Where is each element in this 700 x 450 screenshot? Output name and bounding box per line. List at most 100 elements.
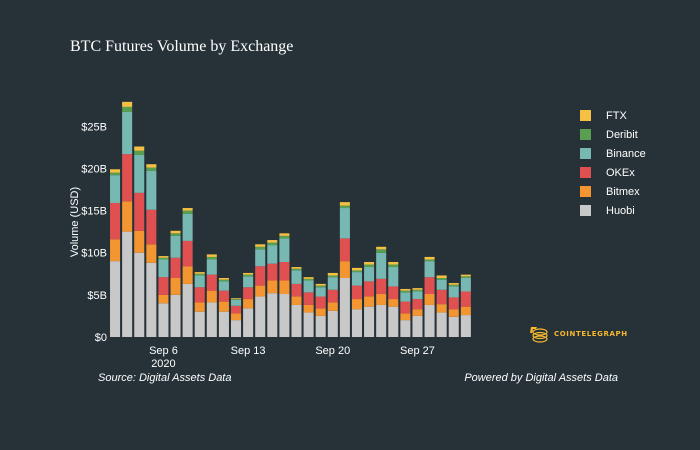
bar-deribit-25 [412,289,423,292]
bar-bitmex-16 [303,304,314,313]
bar-okex-20 [351,285,362,300]
bar-huobi-5 [170,294,181,337]
bar-okex-7 [194,287,205,303]
bar-ftx-29 [460,274,471,277]
bar-deribit-26 [424,259,435,262]
bar-huobi-3 [146,262,157,337]
x-tick-label: Sep 13 [231,345,266,357]
chart-title: BTC Futures Volume by Exchange [70,38,293,55]
bar-ftx-18 [327,272,338,276]
legend-swatch-okex [580,167,591,178]
bar-huobi-20 [351,309,362,337]
bar-binance-27 [436,279,447,290]
bar-okex-22 [376,278,387,295]
y-tick-label: $20B [81,163,107,175]
bar-bitmex-14 [279,280,290,295]
bar-okex-23 [388,286,399,300]
bar-binance-2 [134,154,145,193]
legend-swatch-huobi [580,205,591,216]
bar-okex-26 [424,277,435,295]
powered-by-note: Powered by Digital Assets Data [464,372,618,384]
bar-bitmex-7 [194,302,205,312]
bar-deribit-20 [351,270,362,273]
bar-huobi-22 [376,304,387,337]
bar-huobi-4 [158,303,169,337]
bar-huobi-14 [279,294,290,337]
bar-deribit-27 [436,278,447,280]
bar-binance-9 [218,281,229,291]
bar-bitmex-23 [388,299,399,307]
bar-ftx-1 [122,101,133,107]
bar-bitmex-3 [146,244,157,263]
bar-binance-13 [267,245,278,264]
bar-binance-4 [158,259,169,278]
bar-binance-6 [182,213,193,241]
bar-deribit-17 [315,285,326,288]
bar-okex-1 [122,154,133,202]
legend-label-okex: OKEx [606,167,635,179]
bar-huobi-13 [267,293,278,337]
bar-huobi-23 [388,306,399,337]
legend-label-ftx: FTX [606,110,627,122]
bar-deribit-29 [460,276,471,278]
y-tick-label: $15B [81,206,107,218]
bar-deribit-1 [122,106,133,112]
bar-ftx-6 [182,208,193,211]
x-tick-label: Sep 27 [400,345,435,357]
bar-okex-2 [134,192,145,231]
bar-bitmex-5 [170,278,181,295]
brand-logo-text: COINTELEGRAPH [554,330,628,338]
bar-okex-3 [146,209,157,245]
bar-okex-10 [231,305,242,314]
bar-bitmex-17 [315,308,326,316]
bar-ftx-27 [436,275,447,278]
bar-deribit-12 [255,246,266,250]
bar-ftx-13 [267,240,278,243]
bar-ftx-22 [376,246,387,250]
bar-ftx-4 [158,256,169,258]
bar-deribit-13 [267,242,278,246]
bar-binance-7 [194,275,205,288]
bar-ftx-21 [364,261,375,265]
bar-bitmex-0 [110,239,121,262]
bar-binance-12 [255,249,266,267]
bar-bitmex-12 [255,285,266,297]
bar-okex-17 [315,296,326,309]
bar-ftx-9 [218,278,229,280]
y-axis: $0 $5B $10B $15B $20B $25B [81,121,107,344]
bar-binance-26 [424,261,435,278]
bar-binance-5 [170,235,181,258]
bar-okex-0 [110,202,121,240]
bar-binance-20 [351,272,362,286]
bar-huobi-8 [206,302,217,337]
bar-bitmex-20 [351,299,362,310]
bar-ftx-8 [206,254,217,257]
bar-ftx-28 [448,283,459,285]
bar-okex-11 [243,287,254,300]
bar-okex-12 [255,266,266,286]
bar-deribit-21 [364,264,375,268]
bar-ftx-0 [110,169,121,173]
bar-binance-17 [315,287,326,297]
bar-binance-29 [460,278,471,292]
source-note: Source: Digital Assets Data [98,372,232,384]
bar-deribit-18 [327,275,338,278]
bar-deribit-22 [376,249,387,253]
bar-okex-25 [412,299,423,310]
bar-bitmex-4 [158,294,169,304]
bar-ftx-3 [146,164,157,168]
bar-bitmex-9 [218,301,229,312]
bar-bitmex-22 [376,294,387,305]
bar-binance-19 [339,208,350,239]
bar-okex-4 [158,277,169,295]
brand-logo: COINTELEGRAPH [528,323,628,345]
bar-binance-18 [327,277,338,290]
bar-huobi-27 [436,312,447,337]
bar-ftx-25 [412,288,423,290]
bar-ftx-5 [170,230,181,234]
bar-huobi-19 [339,278,350,337]
bar-deribit-19 [339,205,350,209]
bar-ftx-2 [134,146,145,151]
bar-huobi-9 [218,311,229,337]
